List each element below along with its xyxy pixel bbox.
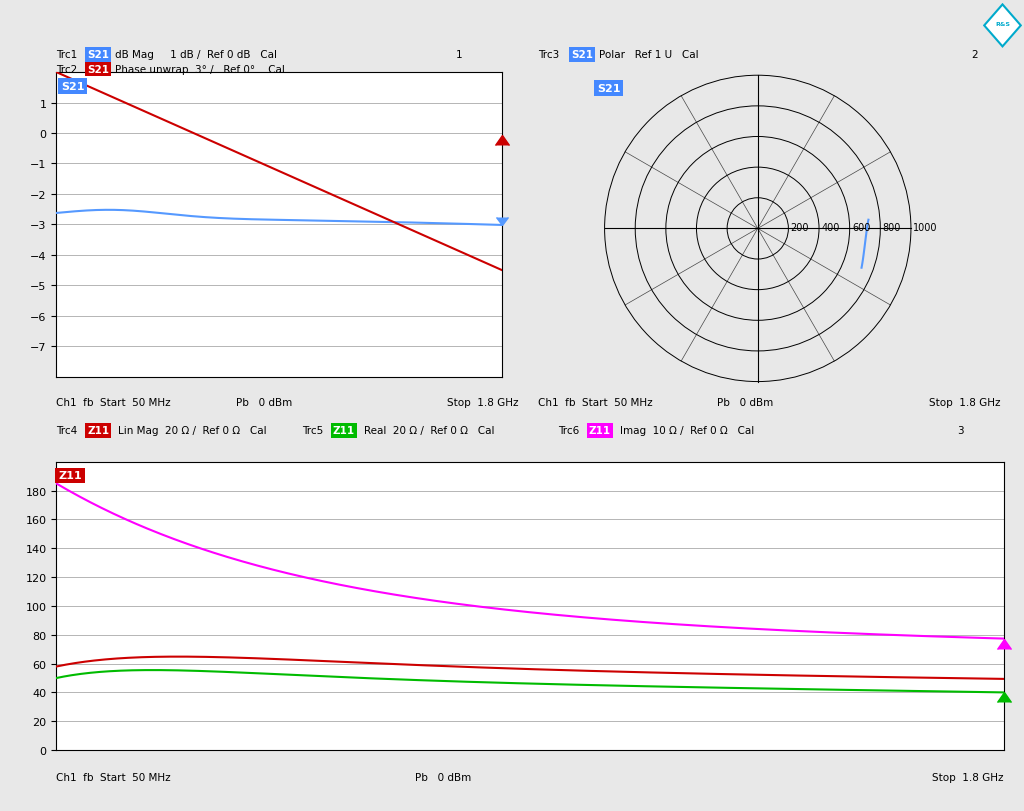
Text: 3: 3 xyxy=(957,426,964,436)
Text: S21: S21 xyxy=(571,50,593,60)
Text: Trc1: Trc1 xyxy=(56,50,78,60)
Text: Trc4: Trc4 xyxy=(56,426,78,436)
Text: Ch1  fb  Start  50 MHz: Ch1 fb Start 50 MHz xyxy=(538,397,652,407)
Text: Trc5: Trc5 xyxy=(302,426,324,436)
Text: 600: 600 xyxy=(852,222,870,233)
Text: Real  20 Ω /  Ref 0 Ω   Cal: Real 20 Ω / Ref 0 Ω Cal xyxy=(364,426,494,436)
Text: 800: 800 xyxy=(883,222,901,233)
Text: 2: 2 xyxy=(971,50,977,60)
Text: 1: 1 xyxy=(456,50,462,60)
Text: Z11: Z11 xyxy=(589,426,611,436)
Text: S21: S21 xyxy=(597,84,621,94)
Text: Phase unwrap  3° /   Ref 0°    Cal: Phase unwrap 3° / Ref 0° Cal xyxy=(115,65,285,75)
Text: Pb   0 dBm: Pb 0 dBm xyxy=(236,397,292,407)
Text: R&S: R&S xyxy=(995,22,1010,27)
Text: Lin Mag  20 Ω /  Ref 0 Ω   Cal: Lin Mag 20 Ω / Ref 0 Ω Cal xyxy=(118,426,266,436)
Text: 400: 400 xyxy=(821,222,840,233)
Text: Polar   Ref 1 U   Cal: Polar Ref 1 U Cal xyxy=(599,50,698,60)
Text: Trc3: Trc3 xyxy=(538,50,559,60)
Text: Trc6: Trc6 xyxy=(558,426,580,436)
Text: Pb   0 dBm: Pb 0 dBm xyxy=(717,397,773,407)
Text: Ch1  fb  Start  50 MHz: Ch1 fb Start 50 MHz xyxy=(56,772,171,782)
Text: Pb   0 dBm: Pb 0 dBm xyxy=(415,772,471,782)
Text: Trc2: Trc2 xyxy=(56,65,78,75)
Text: S21: S21 xyxy=(60,82,84,92)
Text: dB Mag     1 dB /  Ref 0 dB   Cal: dB Mag 1 dB / Ref 0 dB Cal xyxy=(115,50,276,60)
Text: 200: 200 xyxy=(791,222,809,233)
Text: Stop  1.8 GHz: Stop 1.8 GHz xyxy=(447,397,519,407)
Text: Z11: Z11 xyxy=(58,471,82,481)
Text: Z11: Z11 xyxy=(333,426,355,436)
Polygon shape xyxy=(984,6,1021,47)
Text: Imag  10 Ω /  Ref 0 Ω   Cal: Imag 10 Ω / Ref 0 Ω Cal xyxy=(620,426,754,436)
Text: Ch1  fb  Start  50 MHz: Ch1 fb Start 50 MHz xyxy=(56,397,171,407)
Text: S21: S21 xyxy=(87,65,109,75)
Text: S21: S21 xyxy=(87,50,109,60)
Text: Z11: Z11 xyxy=(87,426,110,436)
Text: 1000: 1000 xyxy=(913,222,938,233)
Text: Stop  1.8 GHz: Stop 1.8 GHz xyxy=(932,772,1004,782)
Text: Stop  1.8 GHz: Stop 1.8 GHz xyxy=(929,397,1000,407)
